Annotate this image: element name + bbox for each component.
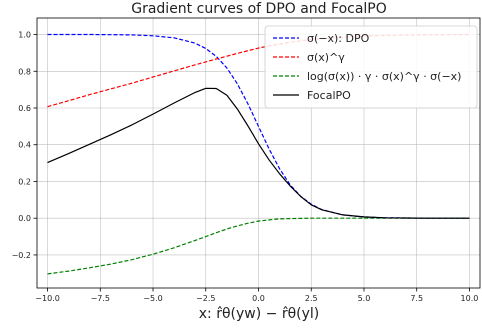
legend-label: log(σ(x)) · γ · σ(x)^γ · σ(−x)	[307, 70, 461, 83]
chart-title: Gradient curves of DPO and FocalPO	[131, 1, 387, 17]
x-tick-label: 0.0	[252, 294, 265, 303]
y-tick-label: 0.4	[18, 141, 31, 150]
y-tick-label: 0.6	[18, 104, 31, 113]
y-tick-label: −0.2	[12, 251, 31, 260]
y-tick-label: 0.2	[18, 177, 31, 186]
legend-label: σ(−x): DPO	[307, 32, 370, 45]
x-tick-label: −5.0	[143, 294, 162, 303]
x-tick-label: 5.0	[358, 294, 371, 303]
series-line-0	[47, 33, 470, 219]
x-tick-label: 7.5	[410, 294, 423, 303]
series-line-3	[47, 87, 470, 219]
legend-box	[264, 25, 478, 109]
y-tick-label: 0.0	[18, 214, 31, 223]
x-tick-label: 10.0	[461, 294, 479, 303]
y-tick-label: 0.8	[18, 67, 31, 76]
x-axis-label: x: r̂θ(yw) − r̂θ(yl)	[199, 306, 319, 322]
legend-label: σ(x)^γ	[307, 51, 345, 64]
legend: σ(−x): DPO σ(x)^γ log(σ(x)) · γ · σ(x)^γ ·…	[264, 25, 478, 109]
axis-ticks: −10.0 −7.5 −5.0 −2.5 0.0 2.5 5.0 7.5 10.0 −0.2 0.0…	[12, 31, 479, 303]
series-line-2	[47, 217, 470, 275]
y-tick-label: 1.0	[18, 31, 31, 40]
x-tick-label: −10.0	[35, 294, 60, 303]
legend-label: FocalPO	[307, 89, 351, 102]
x-tick-label: 2.5	[305, 294, 318, 303]
x-tick-label: −2.5	[196, 294, 215, 303]
x-tick-label: −7.5	[91, 294, 110, 303]
